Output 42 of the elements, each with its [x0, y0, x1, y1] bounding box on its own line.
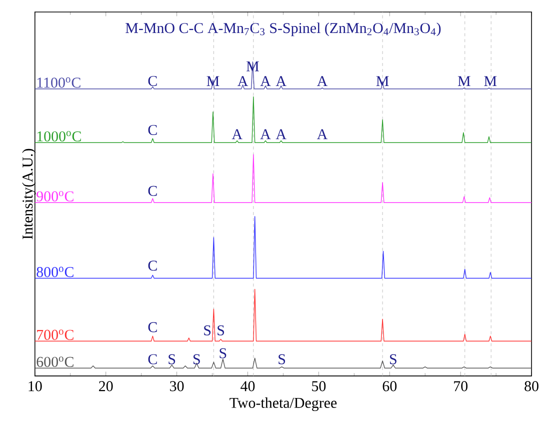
annotation: M [458, 76, 470, 86]
annotation: M [484, 76, 497, 86]
annotation: S [204, 325, 211, 336]
annotation: A [276, 129, 286, 140]
annotation: M [206, 76, 220, 86]
annotation: C [148, 125, 157, 136]
x-tick-label: 30 [170, 381, 184, 392]
annotation: A [316, 129, 328, 140]
series-label: 800$^{o}$C [36, 266, 74, 278]
annotation: A [276, 76, 286, 86]
annotation: C [148, 76, 157, 86]
y-axis-title: Intensity(A.U.) [22, 149, 36, 240]
x-tick-label: 20 [99, 381, 113, 392]
series-label: 1100$^{o}$C [37, 78, 80, 88]
series-label: 700$^{o}$C [37, 330, 74, 340]
annotation: S [218, 325, 224, 336]
annotation: A [260, 76, 271, 86]
annotation: C [148, 354, 157, 364]
x-axis-title: Two-theta/Degree [230, 398, 337, 412]
annotation: S [220, 348, 226, 358]
annotation: S [278, 354, 286, 364]
annotation: C [148, 260, 157, 271]
chart-title: M-MnO C-C A-Mn$_{7}$C$_{3}$ S-Spinel (ZnMn$_{2}$O$_{4}$/Mn$_{3}$O$_{4}$) [126, 22, 441, 36]
series-label: 900$^{o}$C [36, 191, 74, 202]
annotation: C [148, 186, 157, 196]
annotation: C [148, 322, 157, 332]
annotation: A [260, 129, 271, 140]
annotation: S [390, 354, 396, 364]
annotation: M [376, 76, 389, 86]
x-tick-label: 60 [382, 381, 397, 392]
annotation: A [238, 76, 248, 86]
x-tick-label: 10 [28, 381, 42, 392]
series-label: 600$^{o}$C [36, 356, 74, 367]
x-tick-label: 40 [240, 381, 255, 392]
x-tick-label: 50 [312, 381, 326, 392]
series-label: 1000$^{o}$C [37, 131, 81, 142]
annotation: A [316, 76, 328, 86]
annotation: S [168, 354, 176, 364]
x-tick-label: 70 [454, 381, 468, 392]
annotation: A [232, 129, 242, 140]
x-tick-label: 80 [524, 381, 538, 392]
annotation: S [194, 354, 200, 364]
